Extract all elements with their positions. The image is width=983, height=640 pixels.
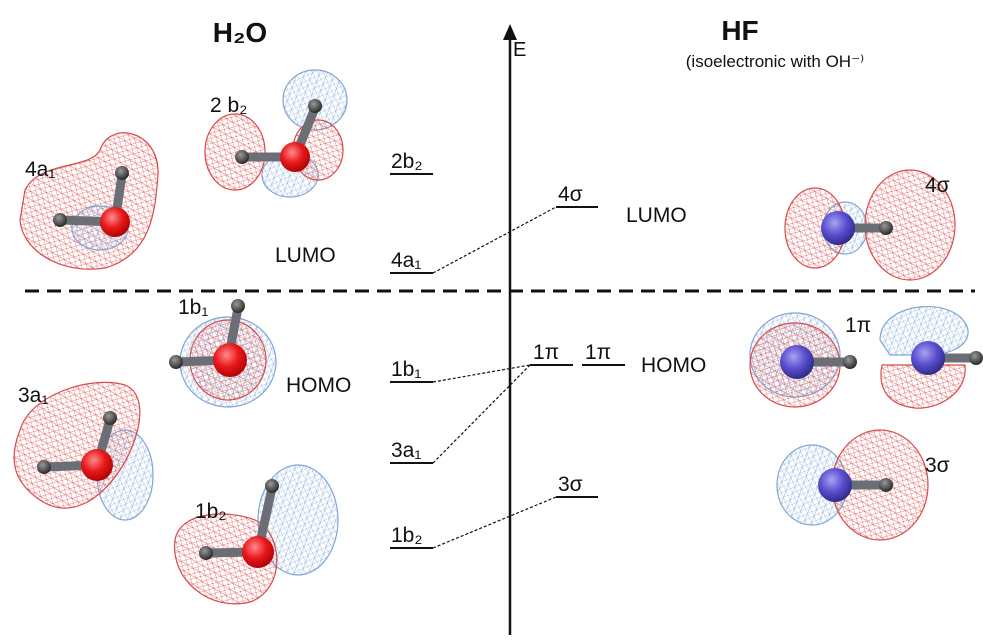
correlation-lines: [433, 207, 556, 548]
right-subtitle: (isoelectronic with OH⁻⁾: [686, 52, 864, 71]
orbital-label: 4a₁: [25, 158, 55, 181]
level-label: 3σ: [558, 473, 583, 496]
orbital-label: 1b₂: [195, 500, 227, 523]
axis-arrow: [503, 24, 517, 40]
orbital-1b2: 1b₂: [175, 465, 338, 604]
connector: [433, 497, 556, 548]
right-levels: 4σ 1π 1π 3σ: [530, 183, 625, 497]
right-title: HF: [721, 15, 758, 46]
left-title: H₂O: [213, 17, 267, 48]
homo-label: HOMO: [641, 354, 706, 377]
left-levels: 2b₂ 4a₁ 1b₁ 3a₁ 1b₂: [390, 150, 433, 548]
level-label: 1b₂: [391, 524, 423, 547]
orbital-label: 1b₁: [178, 296, 208, 319]
lumo-label: LUMO: [626, 204, 687, 227]
orbital-1b1: 1b₁: [169, 296, 276, 407]
mo-diagram: H₂O HF (isoelectronic with OH⁻⁾ E 2b₂ 4a…: [0, 0, 983, 635]
connector: [433, 207, 556, 273]
orbital-label: 2 b₂: [210, 94, 247, 117]
connector: [433, 365, 530, 463]
orbital-3sigma: 3σ: [777, 430, 950, 540]
orbital-3a1: 3a₁: [14, 382, 153, 520]
orbital-label: 3σ: [925, 454, 950, 477]
level-label: 1b₁: [391, 358, 421, 381]
orbital-label: 4σ: [925, 174, 950, 197]
lumo-label: LUMO: [275, 244, 336, 267]
orbital-2b2: 2 b₂: [205, 70, 347, 197]
level-label: 1π: [585, 341, 611, 364]
orbital-label: 1π: [845, 314, 871, 337]
orbital-4a1: 4a₁: [20, 133, 158, 269]
level-label: 4σ: [558, 183, 583, 206]
level-label: 3a₁: [391, 439, 421, 462]
homo-label: HOMO: [286, 374, 351, 397]
axis-label: E: [513, 39, 526, 61]
level-label: 2b₂: [391, 150, 423, 173]
level-label: 4a₁: [391, 249, 421, 272]
orbital-4sigma: 4σ: [785, 170, 955, 280]
orbital-1pi: 1π: [750, 307, 983, 409]
level-label: 1π: [533, 341, 559, 364]
orbital-label: 3a₁: [18, 384, 48, 407]
